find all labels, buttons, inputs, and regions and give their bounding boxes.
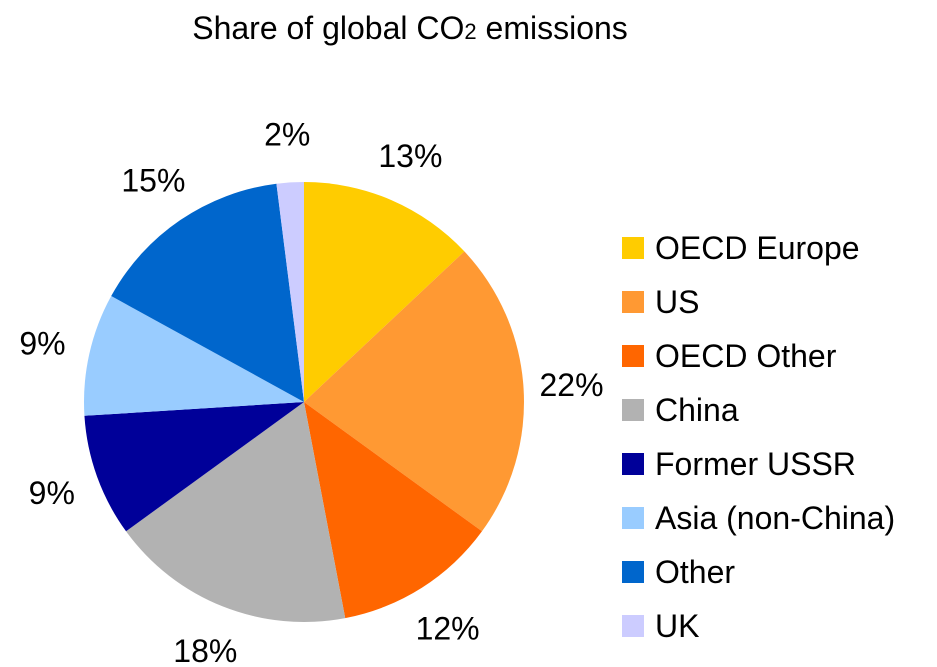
pie-slice-uk bbox=[276, 181, 304, 402]
legend-item-us: US bbox=[622, 284, 699, 320]
data-label-uk: 2% bbox=[264, 117, 310, 153]
legend-label-other: Other bbox=[655, 554, 735, 590]
legend-item-asia-non-china: Asia (non-China) bbox=[622, 500, 895, 536]
pie-slices bbox=[83, 181, 524, 622]
pie-slice-us bbox=[304, 251, 524, 532]
legend-label-asia-non-china: Asia (non-China) bbox=[655, 500, 895, 536]
legend-item-china: China bbox=[622, 392, 739, 428]
legend-item-oecd-europe: OECD Europe bbox=[622, 230, 860, 266]
pie-slice-china bbox=[126, 402, 346, 622]
pie-slice-other bbox=[111, 183, 305, 402]
legend-item-former-ussr: Former USSR bbox=[622, 446, 856, 482]
data-label-oecd-other: 12% bbox=[416, 610, 480, 646]
legend-label-us: US bbox=[655, 284, 699, 320]
legend-label-oecd-europe: OECD Europe bbox=[655, 230, 860, 266]
legend-label-china: China bbox=[655, 392, 739, 428]
legend-label-former-ussr: Former USSR bbox=[655, 446, 856, 482]
legend-item-other: Other bbox=[622, 554, 735, 590]
chart-title: Share of global CO2 emissions bbox=[0, 8, 820, 52]
pie-slice-former-ussr bbox=[84, 402, 305, 532]
legend-swatch-other bbox=[622, 561, 644, 583]
pie-slice-oecd-europe bbox=[304, 182, 465, 402]
legend-item-oecd-other: OECD Other bbox=[622, 338, 837, 374]
legend-item-uk: UK bbox=[622, 608, 699, 644]
legend-swatch-china bbox=[622, 399, 644, 421]
data-label-other: 15% bbox=[121, 162, 185, 198]
legend-swatch-oecd-europe bbox=[622, 237, 644, 259]
chart-title-suffix: emissions bbox=[476, 10, 628, 46]
pie-data-labels: 13% 22% 12% 18% 9% 9% 15% 2% bbox=[19, 117, 603, 667]
legend-label-uk: UK bbox=[655, 608, 699, 644]
legend-swatch-oecd-other bbox=[622, 345, 644, 367]
legend: OECD Europe US OECD Other China Former USSR A… bbox=[622, 230, 895, 644]
pie-slice-asia-non-china bbox=[83, 296, 304, 416]
legend-swatch-former-ussr bbox=[622, 453, 644, 475]
data-label-oecd-europe: 13% bbox=[378, 138, 442, 174]
legend-swatch-us bbox=[622, 291, 644, 313]
chart-title-subscript: 2 bbox=[464, 19, 477, 44]
legend-swatch-asia-non-china bbox=[622, 507, 644, 529]
legend-label-oecd-other: OECD Other bbox=[655, 338, 837, 374]
chart-title-prefix: Share of global CO bbox=[192, 10, 465, 46]
data-label-asia-non-china: 9% bbox=[19, 326, 65, 362]
data-label-us: 22% bbox=[539, 367, 603, 403]
pie-slice-oecd-other bbox=[304, 402, 482, 619]
legend-swatch-uk bbox=[622, 615, 644, 637]
data-label-former-ussr: 9% bbox=[29, 475, 75, 511]
data-label-china: 18% bbox=[173, 633, 237, 667]
